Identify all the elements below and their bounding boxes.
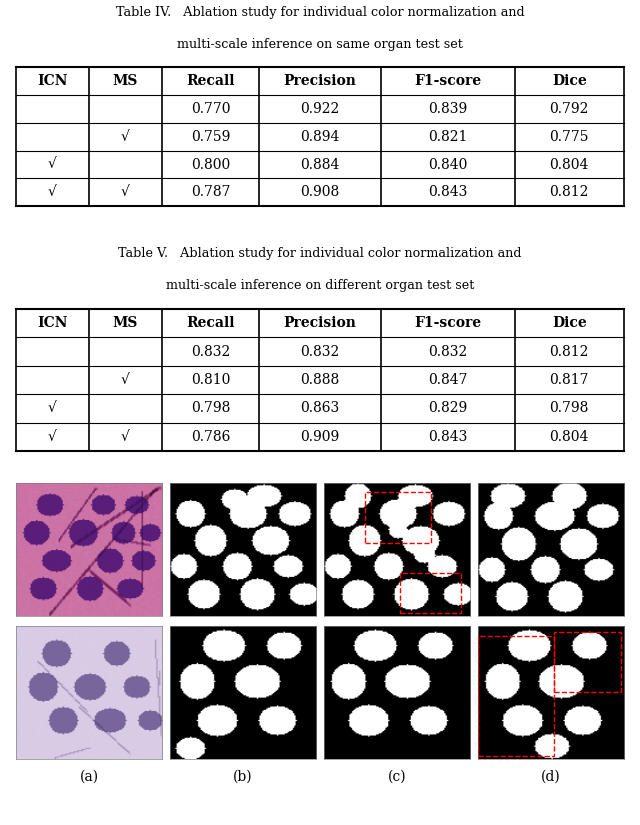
Text: √: √ [48, 186, 57, 200]
Text: 0.804: 0.804 [550, 430, 589, 444]
Text: √: √ [121, 186, 130, 200]
Text: Table IV.   Ablation study for individual color normalization and: Table IV. Ablation study for individual … [116, 7, 524, 19]
Text: 0.884: 0.884 [300, 158, 340, 172]
Text: (c): (c) [388, 770, 406, 783]
Text: 0.800: 0.800 [191, 158, 230, 172]
Text: 0.839: 0.839 [428, 102, 467, 116]
Text: F1-score: F1-score [414, 74, 481, 88]
Text: √: √ [121, 430, 130, 444]
Text: MS: MS [113, 316, 138, 330]
Text: 0.804: 0.804 [550, 158, 589, 172]
Text: ICN: ICN [37, 74, 68, 88]
Text: (a): (a) [79, 770, 99, 783]
Text: Precision: Precision [284, 74, 356, 88]
Text: 0.894: 0.894 [300, 130, 340, 144]
Text: √: √ [48, 430, 57, 444]
Text: 0.832: 0.832 [300, 345, 340, 359]
Bar [365, 492, 431, 543]
Text: Dice: Dice [552, 316, 587, 330]
Text: 0.787: 0.787 [191, 186, 230, 200]
Text: (d): (d) [541, 770, 561, 783]
Text: Recall: Recall [186, 316, 235, 330]
Text: 0.812: 0.812 [550, 186, 589, 200]
Text: 0.770: 0.770 [191, 102, 230, 116]
Bar [400, 573, 461, 613]
Text: 0.829: 0.829 [428, 402, 467, 416]
Text: √: √ [121, 373, 130, 387]
Text: √: √ [48, 158, 57, 172]
Text: Dice: Dice [552, 74, 587, 88]
Text: 0.843: 0.843 [428, 186, 467, 200]
Text: 0.909: 0.909 [300, 430, 340, 444]
Text: 0.863: 0.863 [300, 402, 340, 416]
Text: 0.832: 0.832 [191, 345, 230, 359]
Text: 0.888: 0.888 [300, 373, 340, 387]
Text: (b): (b) [233, 770, 253, 783]
Text: 0.798: 0.798 [550, 402, 589, 416]
Text: 0.810: 0.810 [191, 373, 230, 387]
Bar [16, 309, 624, 451]
Text: √: √ [48, 402, 57, 416]
Text: 0.821: 0.821 [428, 130, 467, 144]
Text: 0.798: 0.798 [191, 402, 230, 416]
Text: 0.843: 0.843 [428, 430, 467, 444]
Text: 0.792: 0.792 [550, 102, 589, 116]
Text: 0.786: 0.786 [191, 430, 230, 444]
Text: multi-scale inference on different organ test set: multi-scale inference on different organ… [166, 279, 474, 292]
Bar [478, 636, 554, 757]
Bar [554, 633, 621, 692]
Text: 0.817: 0.817 [550, 373, 589, 387]
Text: √: √ [121, 130, 130, 144]
Text: Table V.   Ablation study for individual color normalization and: Table V. Ablation study for individual c… [118, 247, 522, 260]
Text: ICN: ICN [37, 316, 68, 330]
Text: MS: MS [113, 74, 138, 88]
Text: 0.847: 0.847 [428, 373, 467, 387]
Text: F1-score: F1-score [414, 316, 481, 330]
Text: Recall: Recall [186, 74, 235, 88]
Text: 0.922: 0.922 [300, 102, 340, 116]
Text: Precision: Precision [284, 316, 356, 330]
Text: 0.759: 0.759 [191, 130, 230, 144]
Text: 0.775: 0.775 [550, 130, 589, 144]
Text: 0.840: 0.840 [428, 158, 467, 172]
Text: 0.832: 0.832 [428, 345, 467, 359]
Text: multi-scale inference on same organ test set: multi-scale inference on same organ test… [177, 38, 463, 51]
Bar [16, 68, 624, 206]
Text: 0.908: 0.908 [300, 186, 340, 200]
Text: 0.812: 0.812 [550, 345, 589, 359]
